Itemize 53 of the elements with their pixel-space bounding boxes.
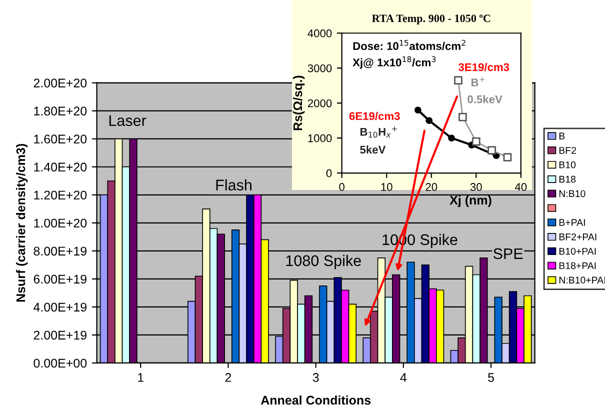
y-tick-label: 4000 [308,29,332,38]
x-axis-title: Xj (nm) [450,195,492,208]
annotation: 3E19/cm3 [458,62,510,72]
annotation: SPE [493,248,523,260]
legend-label: B+PAI [559,219,585,226]
y-tick-label: 1.60E+20 [34,134,87,144]
annotation: Flash [216,179,252,190]
y-tick-label: 1.80E+20 [34,106,87,116]
annotation: Dose: 10$^{15}$atoms/cm$^{2}$ [353,40,466,50]
x-tick-label: 3 [312,373,319,382]
legend-label: B18+PAI [559,262,596,270]
y-tick-label: 0 [326,169,332,178]
x-tick-label: 40 [514,183,527,191]
annotation: 6E19/cm3 [349,112,400,120]
y-tick-label: 0.00E+00 [34,358,87,368]
chart-title: RTA Temp. 900 - 1050 ºC [372,14,490,24]
y-tick-label: 1.40E+20 [34,162,87,172]
legend-label: B [559,132,565,140]
x-tick-label: 1 [138,373,144,382]
y-tick-label: 6.00E+19 [34,274,86,284]
legend-label: N:B10+PAI [559,276,605,284]
x-tick-label: 2 [225,373,232,382]
y-tick-label: 1.20E+20 [34,190,87,200]
y-tick-label: 4.00E+19 [34,302,86,312]
annotation: B$_{10}$H$_{x}$$^{+}$ [360,126,397,138]
annotation: Laser [109,115,146,126]
y-tick-label: 2.00E+19 [34,330,86,340]
annotation: 1080 Spike [286,254,361,270]
y-tick-label: 2.00E+20 [34,78,87,88]
legend-label: BF2+PAI [559,233,596,240]
y-axis-title: Nsurf (carrier density/cm3) [16,144,28,302]
x-axis-title: Anneal Conditions [260,395,371,405]
y-tick-label: 1.00E+20 [34,218,87,228]
legend-label: B10 [559,161,576,168]
x-tick-label: 30 [470,183,482,191]
y-axis-title: Rs(Ω/sq.) [292,76,305,130]
y-tick-label: 3000 [308,64,332,72]
legend-label: B18 [559,176,576,183]
annotation: B$^{+}$ [472,77,485,86]
y-tick-label: 2000 [308,99,332,108]
legend-label: N:B10 [559,190,586,198]
x-tick-label: 10 [381,183,392,191]
x-tick-label: 20 [426,183,438,191]
y-tick-label: 1000 [308,134,332,142]
legend-label: BF2 [559,146,576,154]
annotation: 5keV [360,145,386,154]
x-tick-label: 0 [339,183,344,191]
y-tick-label: 8.00E+19 [34,246,86,256]
annotation: Xj@ 1x10$^{18}$/cm$^{3}$ [352,56,436,69]
legend-label: B10+PAI [559,248,596,255]
annotation: 0.5keV [468,95,502,104]
x-tick-label: 5 [488,373,494,382]
x-tick-label: 4 [400,373,407,382]
